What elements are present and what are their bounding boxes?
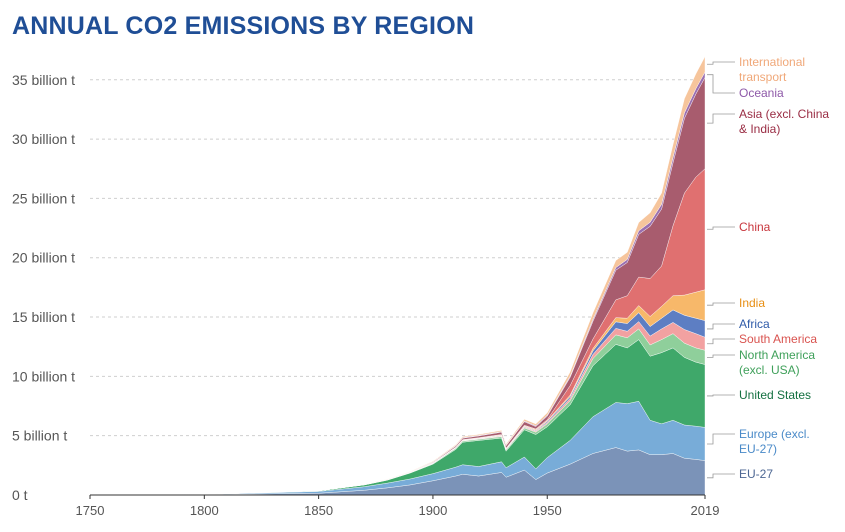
y-tick-label: 0 t <box>12 487 28 503</box>
y-tick-label: 25 billion t <box>12 190 75 206</box>
label-leader-line <box>707 74 735 94</box>
series-label-europe-excl-eu-27: Europe (excl. <box>739 427 810 441</box>
y-tick-label: 15 billion t <box>12 309 75 325</box>
y-tick-label: 20 billion t <box>12 250 75 266</box>
series-label-international-transport: International <box>739 55 805 69</box>
label-leader-line <box>707 61 735 65</box>
y-tick-label: 5 billion t <box>12 428 67 444</box>
x-tick-label: 1800 <box>190 503 219 518</box>
label-leader-line <box>707 473 735 479</box>
area-international-transport <box>89 56 706 496</box>
label-leader-line <box>707 354 735 358</box>
x-tick-label: 1900 <box>418 503 447 518</box>
x-tick-label: 2019 <box>691 503 720 518</box>
label-leader-line <box>707 433 735 445</box>
area-eu-27 <box>89 447 706 496</box>
x-tick-label: 1850 <box>304 503 333 518</box>
series-label-india: India <box>739 296 765 310</box>
series-label-africa: Africa <box>739 317 770 331</box>
series-label-asia-excl-china-india: & India) <box>739 122 780 136</box>
series-label-europe-excl-eu-27: EU-27) <box>739 442 777 456</box>
label-leader-line <box>707 338 735 345</box>
series-label-oceania: Oceania <box>739 86 784 100</box>
series-label-international-transport: transport <box>739 70 787 84</box>
x-tick-label: 1750 <box>76 503 105 518</box>
label-leader-line <box>707 226 735 230</box>
series-label-asia-excl-china-india: Asia (excl. China <box>739 107 829 121</box>
series-label-north-america-excl-usa: (excl. USA) <box>739 363 800 377</box>
label-leader-line <box>707 113 735 124</box>
grid-lines <box>90 79 705 437</box>
label-leader-line <box>707 302 735 306</box>
y-tick-label: 35 billion t <box>12 72 75 88</box>
series-label-south-america: South America <box>739 332 817 346</box>
series-label-north-america-excl-usa: North America <box>739 348 815 362</box>
label-leader-line <box>707 394 735 397</box>
y-tick-label: 30 billion t <box>12 131 75 147</box>
label-leader-line <box>707 323 735 330</box>
series-label-china: China <box>739 220 771 234</box>
chart-title: ANNUAL CO2 EMISSIONS BY REGION <box>12 12 475 40</box>
y-tick-label: 10 billion t <box>12 368 75 384</box>
series-label-eu-27: EU-27 <box>739 467 773 481</box>
series-label-united-states: United States <box>739 388 811 402</box>
area-series <box>89 56 706 496</box>
x-tick-label: 1950 <box>533 503 562 518</box>
axes: 0 t 5 billion t 10 billion t 15 billion t 20… <box>12 72 719 518</box>
